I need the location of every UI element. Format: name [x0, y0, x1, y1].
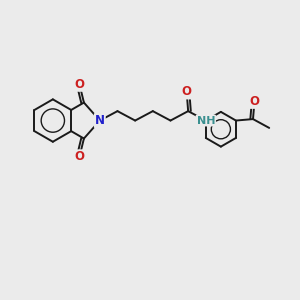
Text: O: O [74, 78, 85, 91]
Text: N: N [95, 114, 105, 127]
Text: O: O [182, 85, 192, 98]
Text: O: O [250, 95, 260, 108]
Text: NH: NH [196, 116, 215, 126]
Text: O: O [74, 150, 85, 163]
